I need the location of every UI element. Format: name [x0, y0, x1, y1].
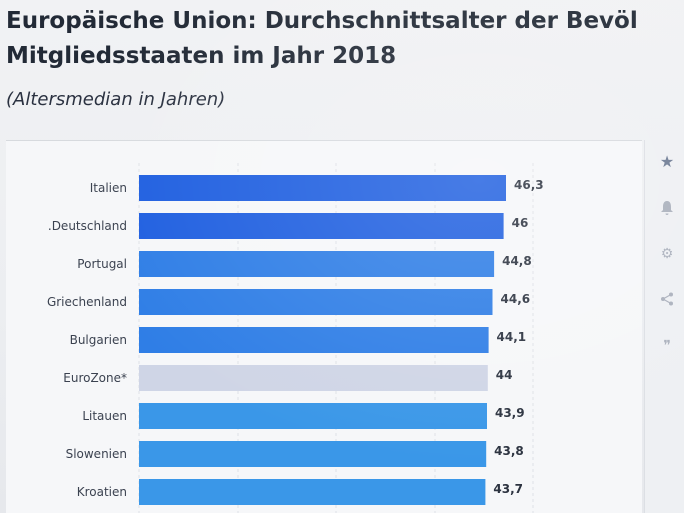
value-label: 44,1: [497, 330, 527, 344]
bell-icon[interactable]: [659, 200, 675, 216]
category-label: EuroZone*: [63, 371, 127, 385]
bar-italien[interactable]: [139, 175, 506, 201]
category-label: .Deutschland: [48, 219, 127, 233]
page-title: Europäische Union: Durchschnittsalter de…: [6, 4, 684, 74]
value-label: 43,9: [495, 406, 525, 420]
category-label: Italien: [90, 181, 127, 195]
value-label: 44: [496, 368, 513, 382]
value-label: 44,6: [501, 292, 531, 306]
category-label: Kroatien: [77, 485, 127, 499]
bar-bulgarien[interactable]: [139, 327, 489, 353]
value-label: 46: [512, 216, 529, 230]
quote-icon[interactable]: ❞: [663, 338, 671, 354]
category-label: Litauen: [82, 409, 127, 423]
gear-icon[interactable]: ⚙: [660, 246, 674, 262]
title-line-1: Europäische Union: Durchschnittsalter de…: [6, 8, 638, 34]
category-label: Bulgarien: [70, 333, 127, 347]
bar-griechenland[interactable]: [139, 289, 493, 315]
category-label: Griechenland: [47, 295, 127, 309]
bar-chart: Italien 46,3 .Deutschland 46 Portugal 44,8 Gri…: [47, 163, 544, 513]
star-icon[interactable]: ★: [659, 152, 675, 171]
title-line-2: Mitgliedsstaaten im Jahr 2018: [6, 43, 397, 69]
page-subtitle: (Altersmedian in Jahren): [6, 89, 226, 110]
category-label: Portugal: [77, 257, 127, 271]
bar-kroatien[interactable]: [139, 479, 486, 505]
share-icon[interactable]: [659, 292, 675, 308]
value-label: 43,7: [493, 482, 523, 496]
bar-slowenien[interactable]: [139, 441, 487, 467]
bar-eurozone[interactable]: [139, 365, 488, 391]
value-label: 46,3: [514, 178, 544, 192]
value-label: 43,8: [494, 444, 524, 458]
category-label: Slowenien: [66, 447, 127, 461]
bar-portugal[interactable]: [139, 251, 495, 277]
value-label: 44,8: [502, 254, 532, 268]
chart-panel: Italien 46,3 .Deutschland 46 Portugal 44,8 Gri…: [6, 140, 642, 513]
bar-deutschland[interactable]: [139, 213, 504, 239]
side-toolbar: ★ ⚙ ❞: [644, 140, 684, 513]
bar-litauen[interactable]: [139, 403, 487, 429]
